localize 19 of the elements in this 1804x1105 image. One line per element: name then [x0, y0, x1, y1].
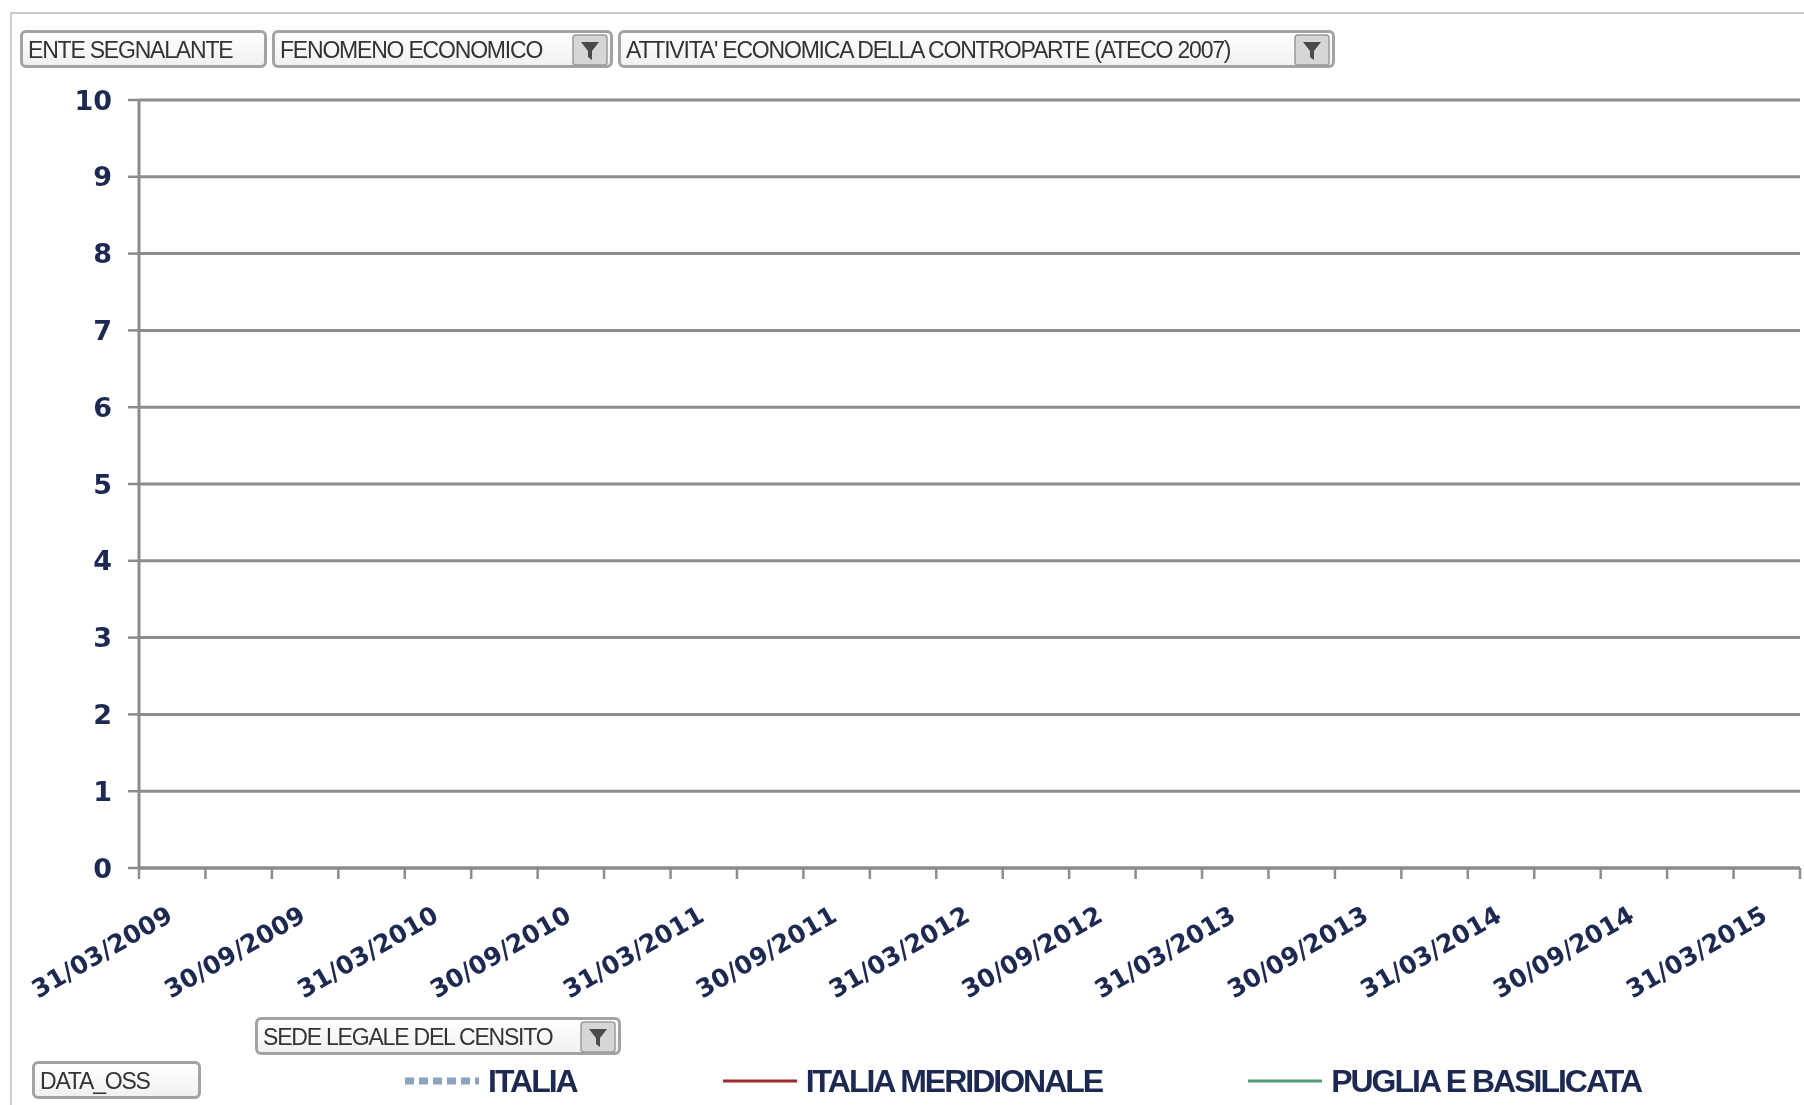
y-tick-label: 7 [93, 314, 112, 346]
y-tick-label: 0 [93, 852, 112, 884]
field-button: SEDE LEGALE DEL CENSITO [255, 1017, 621, 1055]
field-button: DATA_OSS [32, 1061, 201, 1099]
field-button: ENTE SEGNALANTE [20, 30, 267, 68]
legend-label: ITALIA [488, 1062, 577, 1100]
y-tick-label: 9 [93, 161, 112, 193]
y-tick-label: 6 [93, 391, 112, 423]
field-button: ATTIVITA' ECONOMICA DELLA CONTROPARTE (ATECO 2007) [618, 30, 1335, 68]
y-tick-label: 4 [93, 545, 112, 577]
legend-label: PUGLIA E BASILICATA [1331, 1062, 1641, 1100]
y-tick-label: 2 [93, 698, 112, 730]
y-tick-label: 5 [93, 468, 112, 500]
y-tick-label: 10 [74, 84, 112, 116]
y-tick-label: 3 [93, 622, 112, 654]
y-tick-label: 8 [93, 238, 112, 270]
y-tick-label: 1 [93, 775, 112, 807]
field-button: FENOMENO ECONOMICO [272, 30, 613, 68]
legend-label: ITALIA MERIDIONALE [805, 1062, 1103, 1100]
